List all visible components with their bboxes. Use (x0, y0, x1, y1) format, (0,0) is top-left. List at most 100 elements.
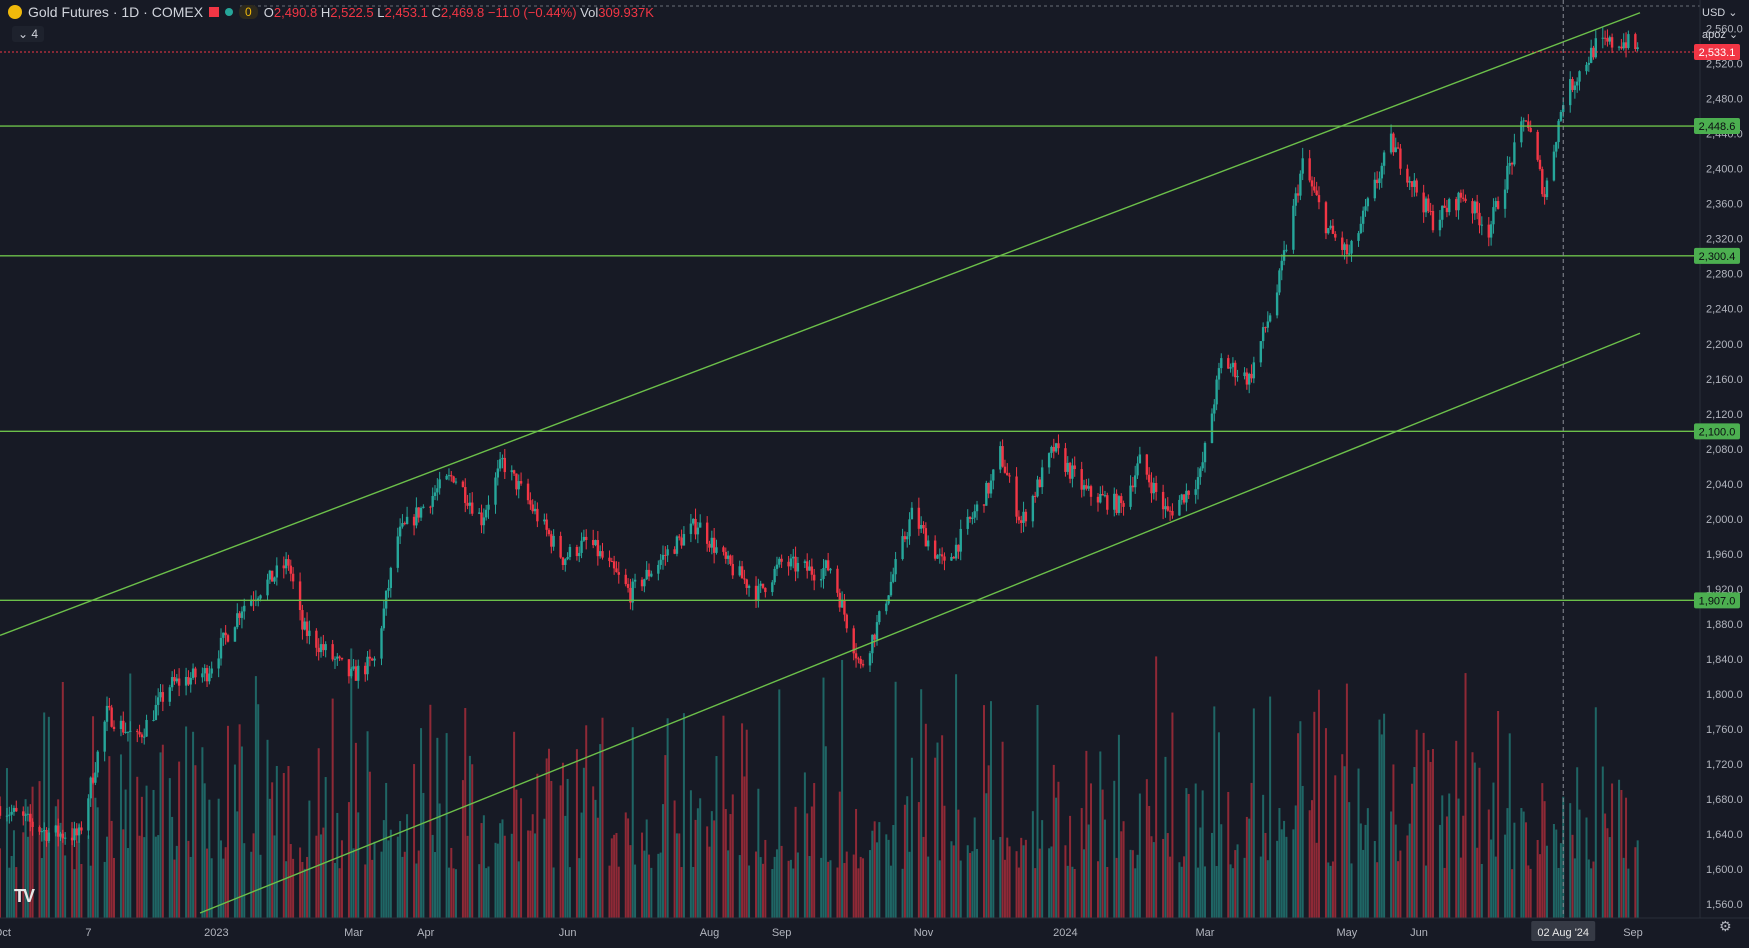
candle-body (1448, 199, 1451, 213)
volume-bar (1606, 828, 1609, 918)
candle-body (77, 827, 81, 836)
volume-bar (813, 783, 816, 918)
candle-body (729, 555, 732, 564)
volume-bar (26, 836, 29, 918)
price-tick-label: 2,360.0 (1706, 199, 1743, 211)
candle-body (1001, 446, 1004, 467)
volume-bar (1408, 823, 1411, 918)
volume-bar (87, 835, 90, 918)
price-axis[interactable] (1700, 0, 1749, 948)
volume-bar (1308, 810, 1311, 918)
candle-body (275, 565, 279, 578)
candle-body (468, 502, 472, 506)
volume-bar (1269, 696, 1272, 918)
volume-bar (892, 825, 895, 918)
volume-bar (1362, 849, 1365, 918)
volume-bar (517, 861, 520, 918)
candle-body (1327, 228, 1330, 234)
volume-bar (1625, 797, 1628, 918)
candle-body (438, 479, 441, 489)
candle-body (626, 584, 630, 588)
candle-body (747, 585, 751, 588)
candle-body (526, 483, 530, 501)
volume-bar (420, 728, 423, 918)
volume-bar (803, 772, 806, 918)
volume-bar (1373, 840, 1376, 918)
level-label-badge (1694, 247, 1740, 264)
volume-bar (724, 809, 727, 918)
candle-body (189, 677, 192, 685)
candle-body (843, 600, 846, 615)
candle-body (643, 579, 646, 587)
candle-body (5, 815, 9, 817)
currency-selector[interactable]: USD ⌄ (1702, 7, 1738, 19)
volume-bar (1397, 861, 1400, 918)
volume-bar (1129, 849, 1132, 918)
volume-bar (1376, 862, 1379, 918)
candle-body (1464, 198, 1467, 202)
volume-bar (634, 864, 637, 918)
volume-bar (775, 849, 778, 918)
candle-body (1024, 511, 1028, 522)
price-tick-label: 1,680.0 (1706, 794, 1743, 806)
volume-bar (173, 859, 176, 918)
volume-bar (1138, 793, 1141, 918)
candle-body (936, 555, 939, 559)
candle-body (1296, 193, 1300, 196)
volume-bar (1036, 705, 1039, 918)
volume-bar (1520, 808, 1523, 918)
tradingview-logo-icon[interactable]: TV (14, 886, 35, 906)
volume-bar (969, 852, 972, 918)
price-tick-label: 2,520.0 (1706, 59, 1743, 71)
candle-body (926, 540, 930, 547)
candle-body (301, 610, 304, 630)
candle-body (0, 806, 2, 816)
volume-bar (661, 804, 664, 918)
volume-bar (1350, 863, 1353, 918)
candle-body (170, 677, 174, 688)
candle-body (412, 516, 416, 526)
volume-bar (1478, 767, 1481, 918)
candle-body (1578, 71, 1581, 82)
candle-body (1115, 493, 1118, 513)
volume-bar (54, 806, 57, 918)
candle-body (1120, 496, 1123, 504)
volume-bar (1162, 838, 1165, 918)
settings-gear-icon[interactable]: ⚙ (1719, 918, 1732, 934)
volume-bar (1634, 847, 1637, 918)
volume-bar (1590, 868, 1593, 918)
candle-body (1252, 362, 1256, 379)
level-labels: 2,448.6 2,300.4 2,100.0 1,907.0 2,533.1 (1694, 44, 1740, 609)
volume-bar (1099, 751, 1102, 918)
volume-value: 309.937K (598, 4, 654, 20)
candle-body (8, 814, 11, 816)
candle-body (873, 634, 876, 640)
candle-body (1394, 147, 1397, 153)
volume-bar (836, 867, 839, 918)
scale-selector[interactable]: apoz ⌄ (1702, 29, 1739, 41)
candle-body (657, 564, 660, 574)
candle-body (1429, 210, 1432, 212)
volume-bar (987, 765, 990, 918)
volume-bar (1506, 808, 1509, 918)
candle-body (1524, 120, 1528, 122)
volume-bar (206, 848, 209, 918)
candle-body (692, 518, 695, 524)
volume-bar (468, 755, 471, 918)
candle-body (585, 536, 588, 541)
volume-bar (692, 866, 695, 918)
volume-bar (592, 786, 595, 918)
candle-body (257, 598, 260, 601)
flag-icon[interactable] (209, 7, 220, 17)
volume-bar (859, 856, 862, 918)
candle-body (405, 516, 409, 524)
volume-bar (773, 856, 776, 918)
volume-bar (94, 797, 97, 918)
candle-body (985, 482, 988, 506)
collapse-indicators-button[interactable]: ⌄ 4 (12, 26, 45, 42)
candle-body (415, 507, 418, 526)
candle-body (478, 512, 481, 514)
symbol-title[interactable]: Gold Futures · 1D · COMEX (28, 4, 204, 20)
candle-body (143, 736, 146, 738)
